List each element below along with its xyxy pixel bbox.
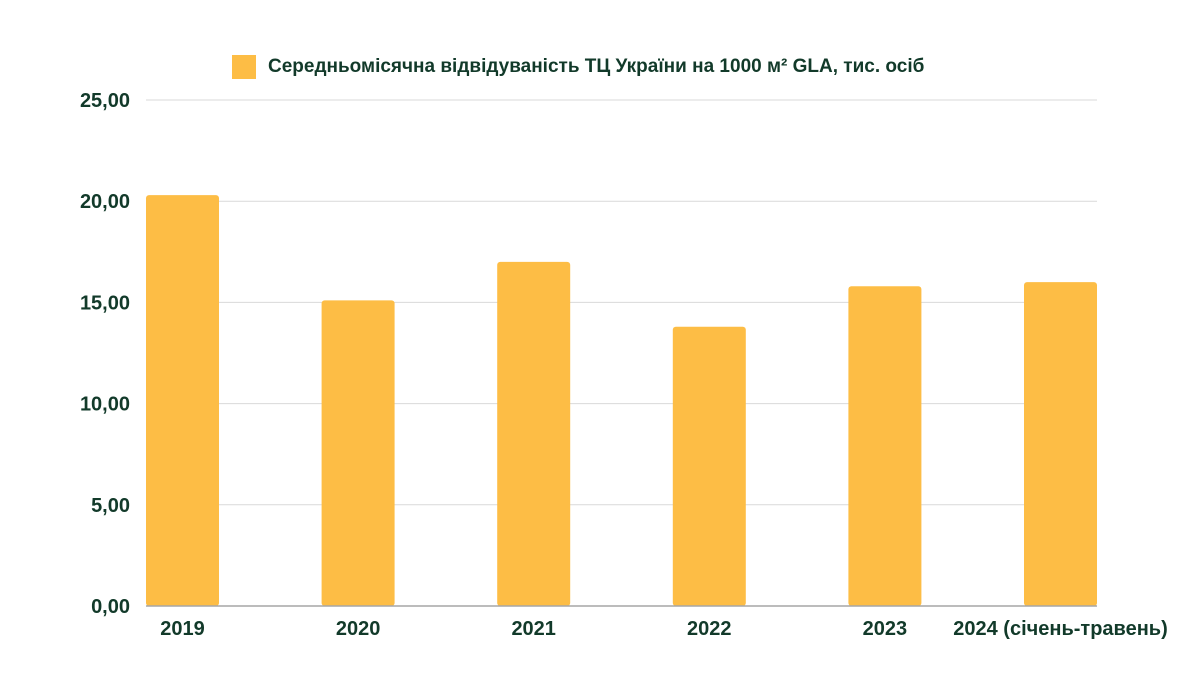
x-tick-label: 2023 xyxy=(863,618,908,640)
bar xyxy=(497,261,571,606)
x-tick-label: 2021 xyxy=(511,618,556,640)
y-tick-label: 25,00 xyxy=(80,90,130,112)
x-tick-label: 2024 (січень-травень) xyxy=(953,618,1167,640)
y-tick-label: 10,00 xyxy=(80,394,130,416)
y-tick-label: 5,00 xyxy=(91,495,130,517)
x-tick-label: 2020 xyxy=(336,618,381,640)
bar xyxy=(321,300,395,606)
y-tick-label: 20,00 xyxy=(80,191,130,213)
x-tick-label: 2019 xyxy=(160,618,205,640)
bar xyxy=(848,286,922,606)
x-tick-label: 2022 xyxy=(687,618,732,640)
legend: Середньомісячна відвідуваність ТЦ Україн… xyxy=(232,55,924,79)
y-tick-label: 0,00 xyxy=(91,596,130,618)
bar xyxy=(146,195,219,607)
legend-swatch xyxy=(232,55,256,79)
bar xyxy=(1024,282,1097,606)
y-tick-label: 15,00 xyxy=(80,292,130,314)
legend-label: Середньомісячна відвідуваність ТЦ Україн… xyxy=(268,56,925,77)
bar xyxy=(672,326,746,606)
